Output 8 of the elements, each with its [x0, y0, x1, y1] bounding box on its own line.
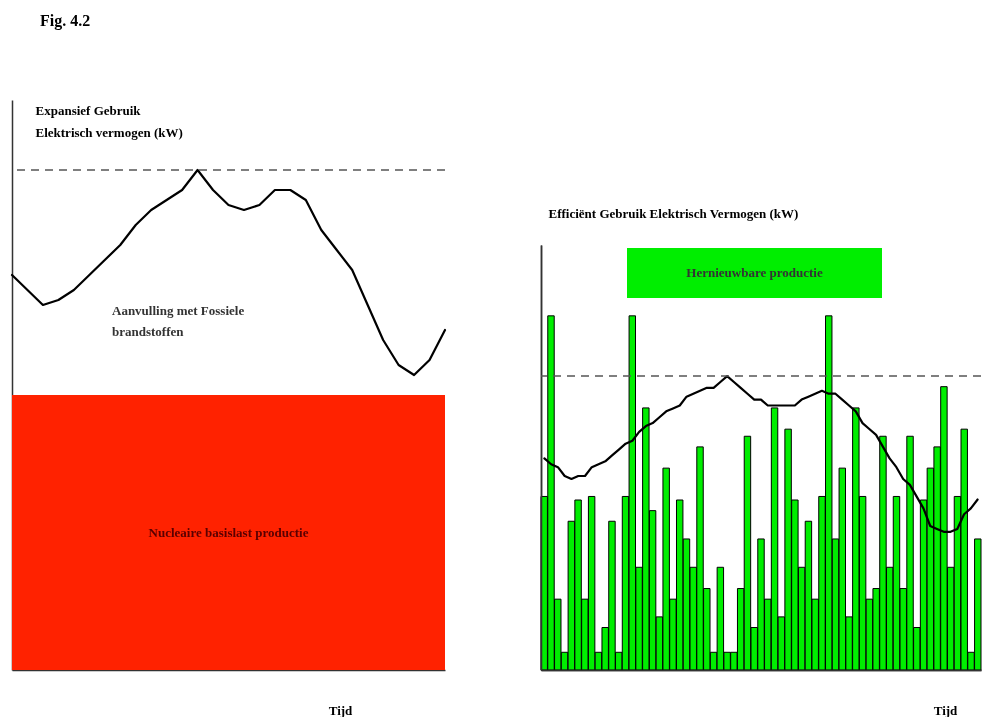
y-axis-title: Expansief Gebruik Elektrisch vermogen (kW): [35, 102, 183, 140]
annotation: Aanvulling met Fossiele brandstoffen: [112, 303, 245, 339]
x-axis-title: Tijd: [933, 702, 959, 717]
text: Hernieuwbare productie: [686, 265, 823, 280]
x-axis-title: Tijd: [328, 702, 354, 717]
chart-title: Fig. 4.2: [40, 12, 91, 30]
y-axis-title: Efficiënt Gebruik Elektrisch Vermogen (kW): [548, 205, 799, 221]
series-label: Nucleaire basislast productie: [148, 524, 309, 540]
